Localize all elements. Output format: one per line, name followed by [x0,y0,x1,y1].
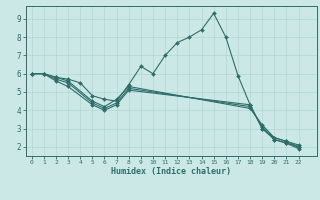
X-axis label: Humidex (Indice chaleur): Humidex (Indice chaleur) [111,167,231,176]
